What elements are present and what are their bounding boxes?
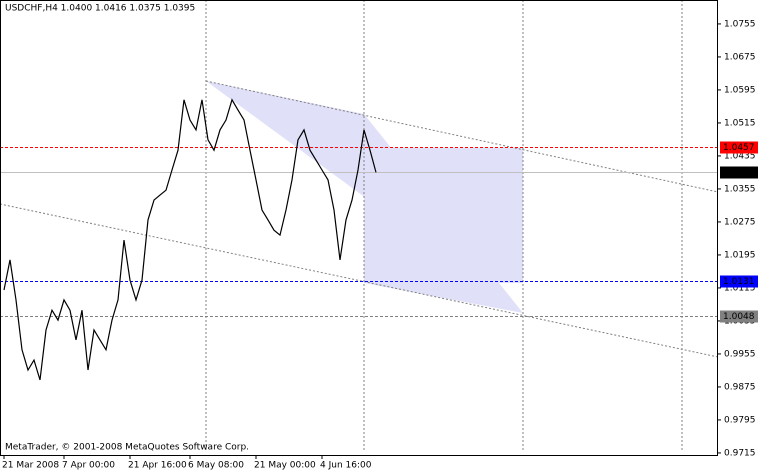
price-label: 1.0395: [723, 168, 755, 178]
y-tick-label: 0.9795: [724, 415, 756, 425]
y-tick-label: 1.0675: [724, 52, 756, 62]
y-tick-label: 1.0755: [724, 19, 756, 29]
trend-line: [205, 80, 719, 193]
x-tick-label: 21 Apr 16:00: [128, 461, 187, 471]
price-label: 1.0048: [723, 312, 755, 322]
price-label-box: [720, 275, 758, 288]
y-tick-label: 1.0435: [724, 151, 756, 161]
y-tick-label: 1.0355: [724, 184, 756, 194]
x-tick-label: 4 Jun 16:00: [320, 461, 372, 471]
y-tick-label: 0.9955: [724, 349, 756, 359]
y-tick-label: 1.0275: [724, 217, 756, 227]
price-line: [3, 98, 377, 381]
plot-frame: [0, 0, 718, 456]
copyright: MetaTrader, © 2001-2008 MetaQuotes Softw…: [5, 443, 249, 453]
price-label-box: [720, 141, 758, 154]
x-tick-label: 21 Mar 2008: [2, 461, 59, 471]
price-label-box: [720, 310, 758, 323]
x-tick-label: 7 Apr 00:00: [62, 461, 115, 471]
shaded-triangle: [364, 195, 523, 313]
y-tick-label: 1.0595: [724, 85, 756, 95]
y-tick-label: 1.0195: [724, 250, 756, 260]
x-tick-label: 21 May 00:00: [254, 461, 316, 471]
price-label-box: [720, 166, 758, 179]
y-tick-label: 0.9875: [724, 382, 756, 392]
x-tick-label: 6 May 08:00: [188, 461, 244, 471]
y-tick-label: 0.9715: [724, 448, 756, 458]
y-tick-label: 1.0515: [724, 118, 756, 128]
chart-title: USDCHF,H4 1.0400 1.0416 1.0375 1.0395: [5, 4, 195, 14]
price-label: 1.0131: [723, 277, 755, 287]
y-tick-label: 1.0115: [724, 283, 756, 293]
price-label: 1.0457: [723, 143, 755, 153]
